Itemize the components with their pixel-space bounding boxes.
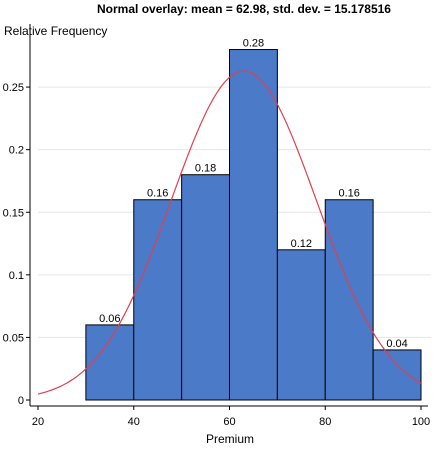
bar-value-label: 0.06 bbox=[99, 313, 120, 325]
x-tick-label: 100 bbox=[412, 416, 430, 428]
y-tick-label: 0 bbox=[18, 395, 24, 407]
bars bbox=[85, 49, 422, 401]
y-axis-label: Relative Frequency bbox=[4, 24, 107, 38]
bar-value-label: 0.28 bbox=[243, 38, 264, 50]
axes: 0 0.05 0.1 0.15 0.2 0.25 20 40 60 80 100 bbox=[3, 24, 430, 428]
x-tick-label: 40 bbox=[128, 416, 140, 428]
bar bbox=[85, 324, 135, 401]
bar-value-label: 0.16 bbox=[147, 188, 168, 200]
bar-value-label: 0.18 bbox=[195, 163, 216, 175]
x-tick-label: 20 bbox=[32, 416, 44, 428]
y-tick-label: 0.15 bbox=[3, 207, 24, 219]
y-tick-label: 0.2 bbox=[9, 145, 24, 157]
bar bbox=[133, 199, 183, 401]
x-tick-label: 80 bbox=[319, 416, 331, 428]
y-tick-label: 0.25 bbox=[3, 82, 24, 94]
x-axis-label: Premium bbox=[206, 432, 254, 446]
bar bbox=[372, 349, 422, 401]
y-tick-label: 0.1 bbox=[9, 270, 24, 282]
bar-value-label: 0.16 bbox=[338, 188, 359, 200]
x-tick-label: 60 bbox=[223, 416, 235, 428]
bar bbox=[181, 174, 230, 401]
bar bbox=[276, 249, 326, 401]
chart-title: Normal overlay: mean = 62.98, std. dev. … bbox=[97, 2, 391, 16]
bar bbox=[324, 199, 374, 401]
bar bbox=[229, 49, 278, 401]
normal-overlay bbox=[37, 70, 422, 395]
bar-labels: 0.06 0.16 0.18 0.28 0.12 0.16 0.04 bbox=[99, 38, 408, 350]
bar-value-label: 0.12 bbox=[291, 238, 312, 250]
y-tick-label: 0.05 bbox=[3, 332, 24, 344]
bar-value-label: 0.04 bbox=[386, 338, 407, 350]
normal-curve bbox=[37, 70, 422, 395]
